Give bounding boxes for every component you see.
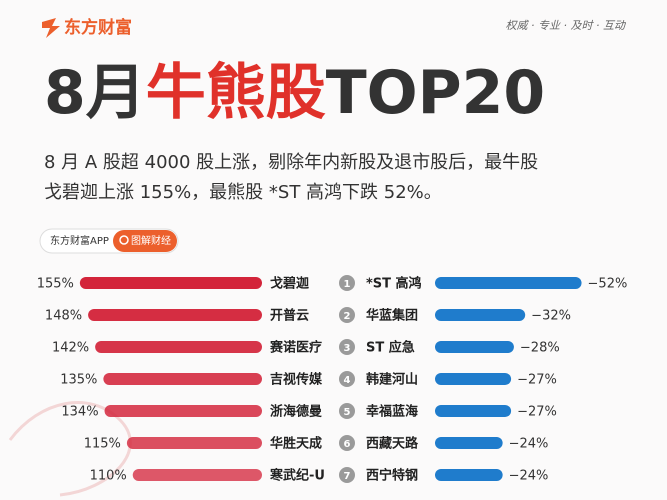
bar xyxy=(88,309,262,321)
category-label: 华蓝集团 xyxy=(366,308,418,324)
bar xyxy=(435,277,582,289)
category-label: ST 应急 xyxy=(366,340,415,356)
rank-badge xyxy=(339,403,355,419)
main-title: 8月牛熊股TOP20 xyxy=(44,58,545,128)
category-label: 寒武纪-U xyxy=(269,468,325,484)
value-label: 148% xyxy=(45,309,82,324)
category-label: 浙海德曼 xyxy=(270,404,322,420)
bar xyxy=(79,277,262,289)
rank-badge xyxy=(339,339,355,355)
rank-number: 1 xyxy=(344,279,351,290)
logo-icon xyxy=(42,18,60,38)
category-label: 华胜天成 xyxy=(270,436,322,452)
subtitle: 8 月 A 股超 4000 股上涨，剔除年内新股及退市股后，最牛股 xyxy=(44,152,538,173)
value-label: 155% xyxy=(37,277,74,292)
bar xyxy=(435,341,514,353)
bar xyxy=(95,341,263,353)
rank-badge xyxy=(339,435,355,451)
decoration xyxy=(8,401,132,497)
bar xyxy=(435,469,503,481)
rank-badge xyxy=(339,467,355,483)
bar xyxy=(435,405,512,417)
category-label: 开普云 xyxy=(270,308,309,324)
bar xyxy=(104,405,262,417)
badge-tag-bg xyxy=(113,230,177,252)
badge-app: 东方财富APP xyxy=(50,234,109,247)
bar xyxy=(435,373,512,385)
value-label: 110% xyxy=(90,469,127,484)
category-label: 西宁特钢 xyxy=(366,468,418,484)
rank-badge xyxy=(339,307,355,323)
bar xyxy=(103,373,262,385)
title-part: 牛熊股 xyxy=(146,58,326,128)
subtitle: 戈碧迦上涨 155%，最熊股 *ST 高鸿下跌 52%。 xyxy=(44,182,442,203)
rank-number: 2 xyxy=(344,311,351,322)
bar xyxy=(435,309,526,321)
value-label: 142% xyxy=(52,341,89,356)
value-label: 115% xyxy=(84,437,121,452)
rank-badge xyxy=(339,275,355,291)
value-label: −27% xyxy=(517,405,557,420)
value-label: −24% xyxy=(509,469,549,484)
value-label: 134% xyxy=(61,405,98,420)
title-part: 8月 xyxy=(44,58,146,128)
category-label: 赛诺医疗 xyxy=(269,340,322,356)
category-label: 西藏天路 xyxy=(366,436,419,452)
title-part: TOP20 xyxy=(326,58,545,128)
value-label: −28% xyxy=(520,341,560,356)
value-label: −27% xyxy=(517,373,557,388)
value-label: 135% xyxy=(60,373,97,388)
badge-tag: 图解财经 xyxy=(131,234,171,247)
rank-number: 4 xyxy=(344,375,351,386)
rank-badge xyxy=(339,371,355,387)
bar xyxy=(126,437,262,449)
slogan: 权威 · 专业 · 及时 · 互动 xyxy=(506,19,627,32)
category-label: 吉视传媒 xyxy=(270,372,323,388)
category-label: *ST 高鸿 xyxy=(366,276,422,292)
rank-number: 6 xyxy=(344,439,351,450)
rank-number: 3 xyxy=(344,343,351,354)
bar xyxy=(435,437,503,449)
category-label: 韩建河山 xyxy=(366,372,418,388)
bar xyxy=(132,469,262,481)
rank-number: 7 xyxy=(344,471,351,482)
rank-number: 5 xyxy=(344,407,351,418)
value-label: −24% xyxy=(509,437,549,452)
logo-text: 东方财富 xyxy=(64,17,132,38)
category-label: 戈碧迦 xyxy=(270,276,309,292)
value-label: −52% xyxy=(588,277,628,292)
category-label: 幸福蓝海 xyxy=(366,404,418,420)
search-icon xyxy=(119,235,129,245)
value-label: −32% xyxy=(531,309,571,324)
